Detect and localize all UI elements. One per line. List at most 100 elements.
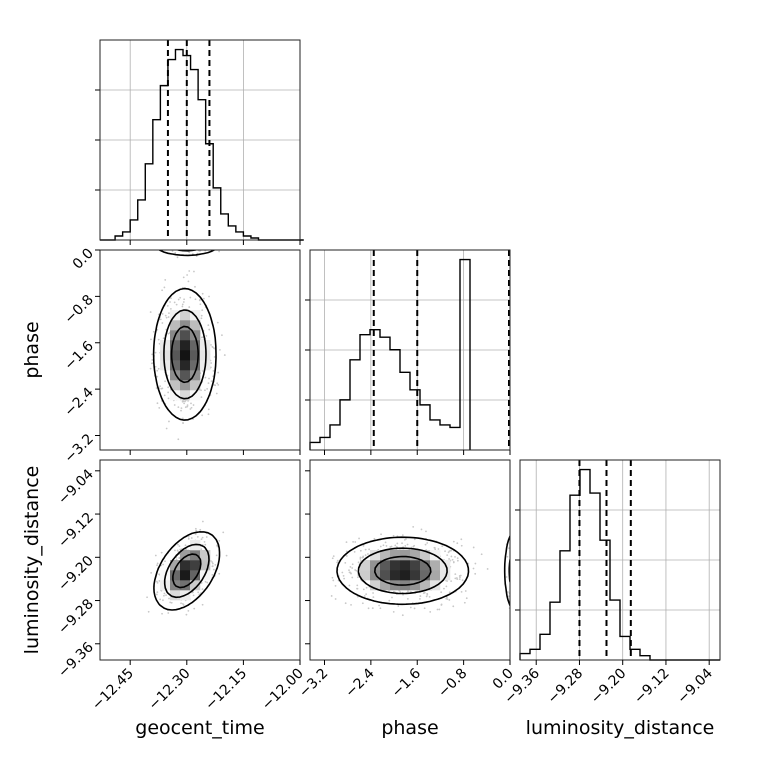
sample-point xyxy=(367,553,369,555)
x-tick-label-geocent_time-0: −12.45 xyxy=(89,666,137,714)
sample-point xyxy=(437,548,440,550)
sample-point xyxy=(452,605,455,608)
density-cell xyxy=(180,330,191,341)
sample-point xyxy=(179,548,182,551)
sample-point xyxy=(205,536,208,538)
density-cell xyxy=(170,560,181,571)
panel-frame xyxy=(309,249,511,451)
sample-point xyxy=(345,541,348,544)
sample-point xyxy=(197,591,200,594)
sample-point xyxy=(362,588,365,591)
sample-point xyxy=(450,555,453,558)
sample-point xyxy=(204,389,206,392)
x-tick-label-luminosity_distance-2: −9.20 xyxy=(588,666,630,708)
sample-point xyxy=(441,545,444,548)
sample-point xyxy=(332,579,335,582)
sample-point xyxy=(157,338,160,341)
density-cell xyxy=(190,570,201,581)
sample-point xyxy=(460,538,463,541)
sample-point xyxy=(456,542,459,545)
scatter-panel-geocent_time-vs-luminosity_distance xyxy=(99,459,301,661)
sample-point xyxy=(184,406,187,409)
sample-point xyxy=(212,369,215,372)
sample-point xyxy=(182,276,185,279)
sample-point xyxy=(175,558,178,561)
sample-point xyxy=(181,417,184,420)
sample-point xyxy=(364,548,367,551)
sample-point xyxy=(194,533,197,535)
sample-point xyxy=(458,578,461,581)
sample-point xyxy=(186,405,189,408)
sample-point xyxy=(445,597,448,600)
sample-point xyxy=(395,546,398,548)
density-cell xyxy=(370,560,381,571)
sample-point xyxy=(200,396,203,399)
density-cell xyxy=(420,570,431,581)
sample-point xyxy=(362,545,365,547)
sample-point xyxy=(155,580,158,583)
sample-point xyxy=(445,585,448,588)
density-cell xyxy=(180,350,191,361)
sample-point xyxy=(199,298,201,301)
sample-point xyxy=(151,353,154,356)
sample-point xyxy=(180,602,182,605)
sample-point xyxy=(165,427,168,430)
sample-point xyxy=(399,591,402,594)
sample-point xyxy=(216,382,219,385)
sample-point xyxy=(211,562,214,565)
panel-frame xyxy=(99,39,301,241)
sample-point xyxy=(201,292,204,295)
sample-point xyxy=(472,567,475,570)
sample-point xyxy=(201,520,204,523)
sample-point xyxy=(179,296,182,299)
density-cell xyxy=(190,340,201,351)
sample-point xyxy=(452,561,455,563)
sample-point xyxy=(419,598,421,600)
density-cell xyxy=(190,360,201,371)
sample-point xyxy=(448,599,451,601)
sample-point xyxy=(162,599,164,602)
x-axis-label-phase: phase xyxy=(381,717,438,739)
sample-point xyxy=(180,409,182,412)
sample-point xyxy=(167,612,170,614)
sample-point xyxy=(406,543,409,546)
sample-point xyxy=(401,534,404,537)
contour-level-2 xyxy=(170,325,199,384)
sample-point xyxy=(164,314,167,317)
sample-point xyxy=(158,407,161,409)
sample-point xyxy=(508,547,510,550)
sample-point xyxy=(396,542,399,545)
sample-point xyxy=(207,413,210,416)
sample-point xyxy=(161,322,164,324)
sample-point xyxy=(355,569,358,572)
sample-point xyxy=(178,556,181,559)
histogram-panel-luminosity_distance xyxy=(515,459,721,661)
sample-point xyxy=(217,371,220,374)
sample-point xyxy=(459,576,461,579)
sample-point xyxy=(351,563,354,566)
sample-point xyxy=(464,590,467,592)
sample-point xyxy=(164,380,166,383)
sample-point xyxy=(407,590,409,593)
sample-point xyxy=(200,538,203,541)
y-tick-label-phase-3: −0.8 xyxy=(61,292,96,327)
sample-point xyxy=(223,354,226,356)
sample-point xyxy=(147,610,150,613)
sample-point xyxy=(200,314,203,317)
sample-point xyxy=(169,601,172,604)
sample-point xyxy=(392,534,395,537)
sample-point xyxy=(409,606,412,609)
density-cell xyxy=(190,320,201,331)
density-cell xyxy=(180,380,191,391)
density-cell xyxy=(420,550,431,561)
sample-point xyxy=(428,595,431,598)
density-cell xyxy=(370,570,381,581)
sample-point xyxy=(151,359,154,361)
scatter-panel-phase-vs-luminosity_distance xyxy=(309,459,511,661)
sample-point xyxy=(174,251,177,254)
sample-point xyxy=(444,550,446,553)
sample-point xyxy=(474,572,477,575)
sample-point xyxy=(168,312,170,315)
y-tick-label-luminosity_distance-2: −9.20 xyxy=(55,553,97,595)
sample-point xyxy=(187,280,190,283)
